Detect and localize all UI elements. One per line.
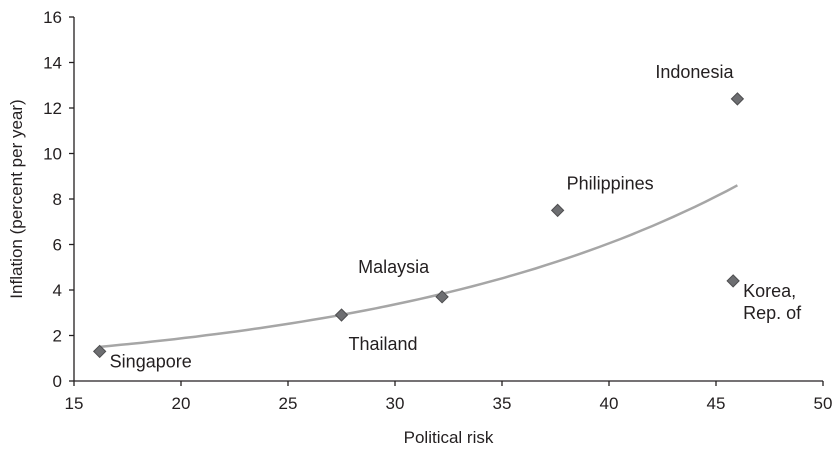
x-tick-label: 40 [600, 394, 619, 413]
point-label: Thailand [349, 334, 418, 354]
point-label: Malaysia [358, 257, 430, 277]
x-tick-label: 35 [493, 394, 512, 413]
y-tick-label: 14 [43, 54, 62, 73]
data-point-philippines [550, 203, 565, 218]
data-point-singapore [92, 344, 107, 359]
point-label: Rep. of [743, 303, 802, 323]
x-axis-title: Political risk [404, 428, 494, 447]
y-axis-ticks: 0 2 4 6 8 10 12 14 16 [43, 8, 74, 391]
x-tick-label: 50 [814, 394, 833, 413]
y-tick-label: 10 [43, 145, 62, 164]
x-tick-label: 15 [65, 394, 84, 413]
data-point-indonesia [730, 92, 745, 106]
y-tick-label: 8 [53, 190, 62, 209]
point-label: Korea, [743, 281, 796, 301]
data-points [92, 92, 745, 359]
y-tick-label: 12 [43, 99, 62, 118]
data-point-thailand [334, 308, 349, 322]
y-tick-label: 4 [53, 281, 62, 300]
trendline [99, 184, 738, 349]
data-point-malaysia [435, 290, 449, 304]
x-tick-label: 30 [386, 394, 405, 413]
y-tick-label: 6 [53, 236, 62, 255]
data-point-korea-rep-of [726, 274, 740, 288]
point-label: Philippines [567, 173, 654, 193]
y-tick-label: 0 [53, 372, 62, 391]
y-tick-label: 16 [43, 8, 62, 27]
point-label: Singapore [110, 351, 192, 371]
plot-area: 15 20 25 30 35 40 45 50 0 2 4 6 8 10 12 14 16 Singapore… [43, 8, 832, 413]
x-axis-ticks: 15 20 25 30 35 40 45 50 [65, 381, 833, 413]
x-tick-label: 25 [279, 394, 298, 413]
y-tick-label: 2 [53, 327, 62, 346]
point-label: Indonesia [655, 62, 734, 82]
point-labels: Singapore Thailand Malaysia Philippines Indo… [110, 62, 802, 372]
x-tick-label: 20 [172, 394, 191, 413]
y-axis-title: Inflation (percent per year) [7, 99, 26, 298]
x-tick-label: 45 [707, 394, 726, 413]
